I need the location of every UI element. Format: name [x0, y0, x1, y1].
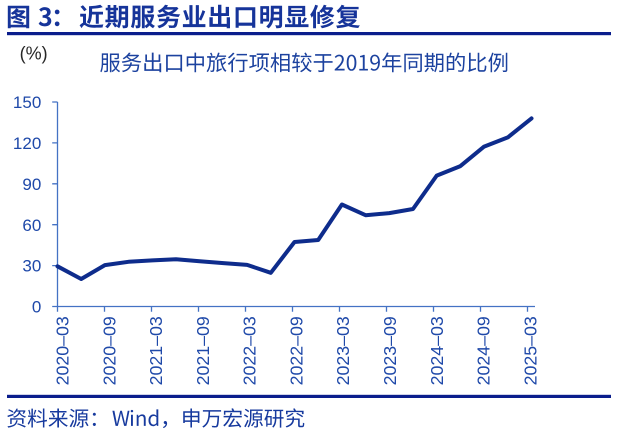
svg-text:2021–09: 2021–09: [193, 316, 213, 385]
svg-text:2024–03: 2024–03: [427, 316, 447, 385]
svg-text:(%): (%): [20, 44, 48, 64]
svg-text:150: 150: [13, 93, 41, 112]
svg-text:2022–09: 2022–09: [287, 316, 307, 385]
svg-text:2020–03: 2020–03: [53, 316, 73, 385]
svg-text:120: 120: [13, 134, 41, 153]
svg-text:2023–03: 2023–03: [333, 316, 353, 385]
svg-text:2021–03: 2021–03: [146, 316, 166, 385]
svg-text:90: 90: [22, 175, 41, 194]
svg-text:0: 0: [32, 298, 41, 317]
svg-text:30: 30: [22, 257, 41, 276]
svg-text:2020–09: 2020–09: [99, 316, 119, 385]
svg-text:2024–09: 2024–09: [474, 316, 494, 385]
svg-text:2023–09: 2023–09: [380, 316, 400, 385]
svg-text:60: 60: [22, 216, 41, 235]
svg-text:2025–03: 2025–03: [520, 316, 540, 385]
svg-text:2022–03: 2022–03: [240, 316, 260, 385]
